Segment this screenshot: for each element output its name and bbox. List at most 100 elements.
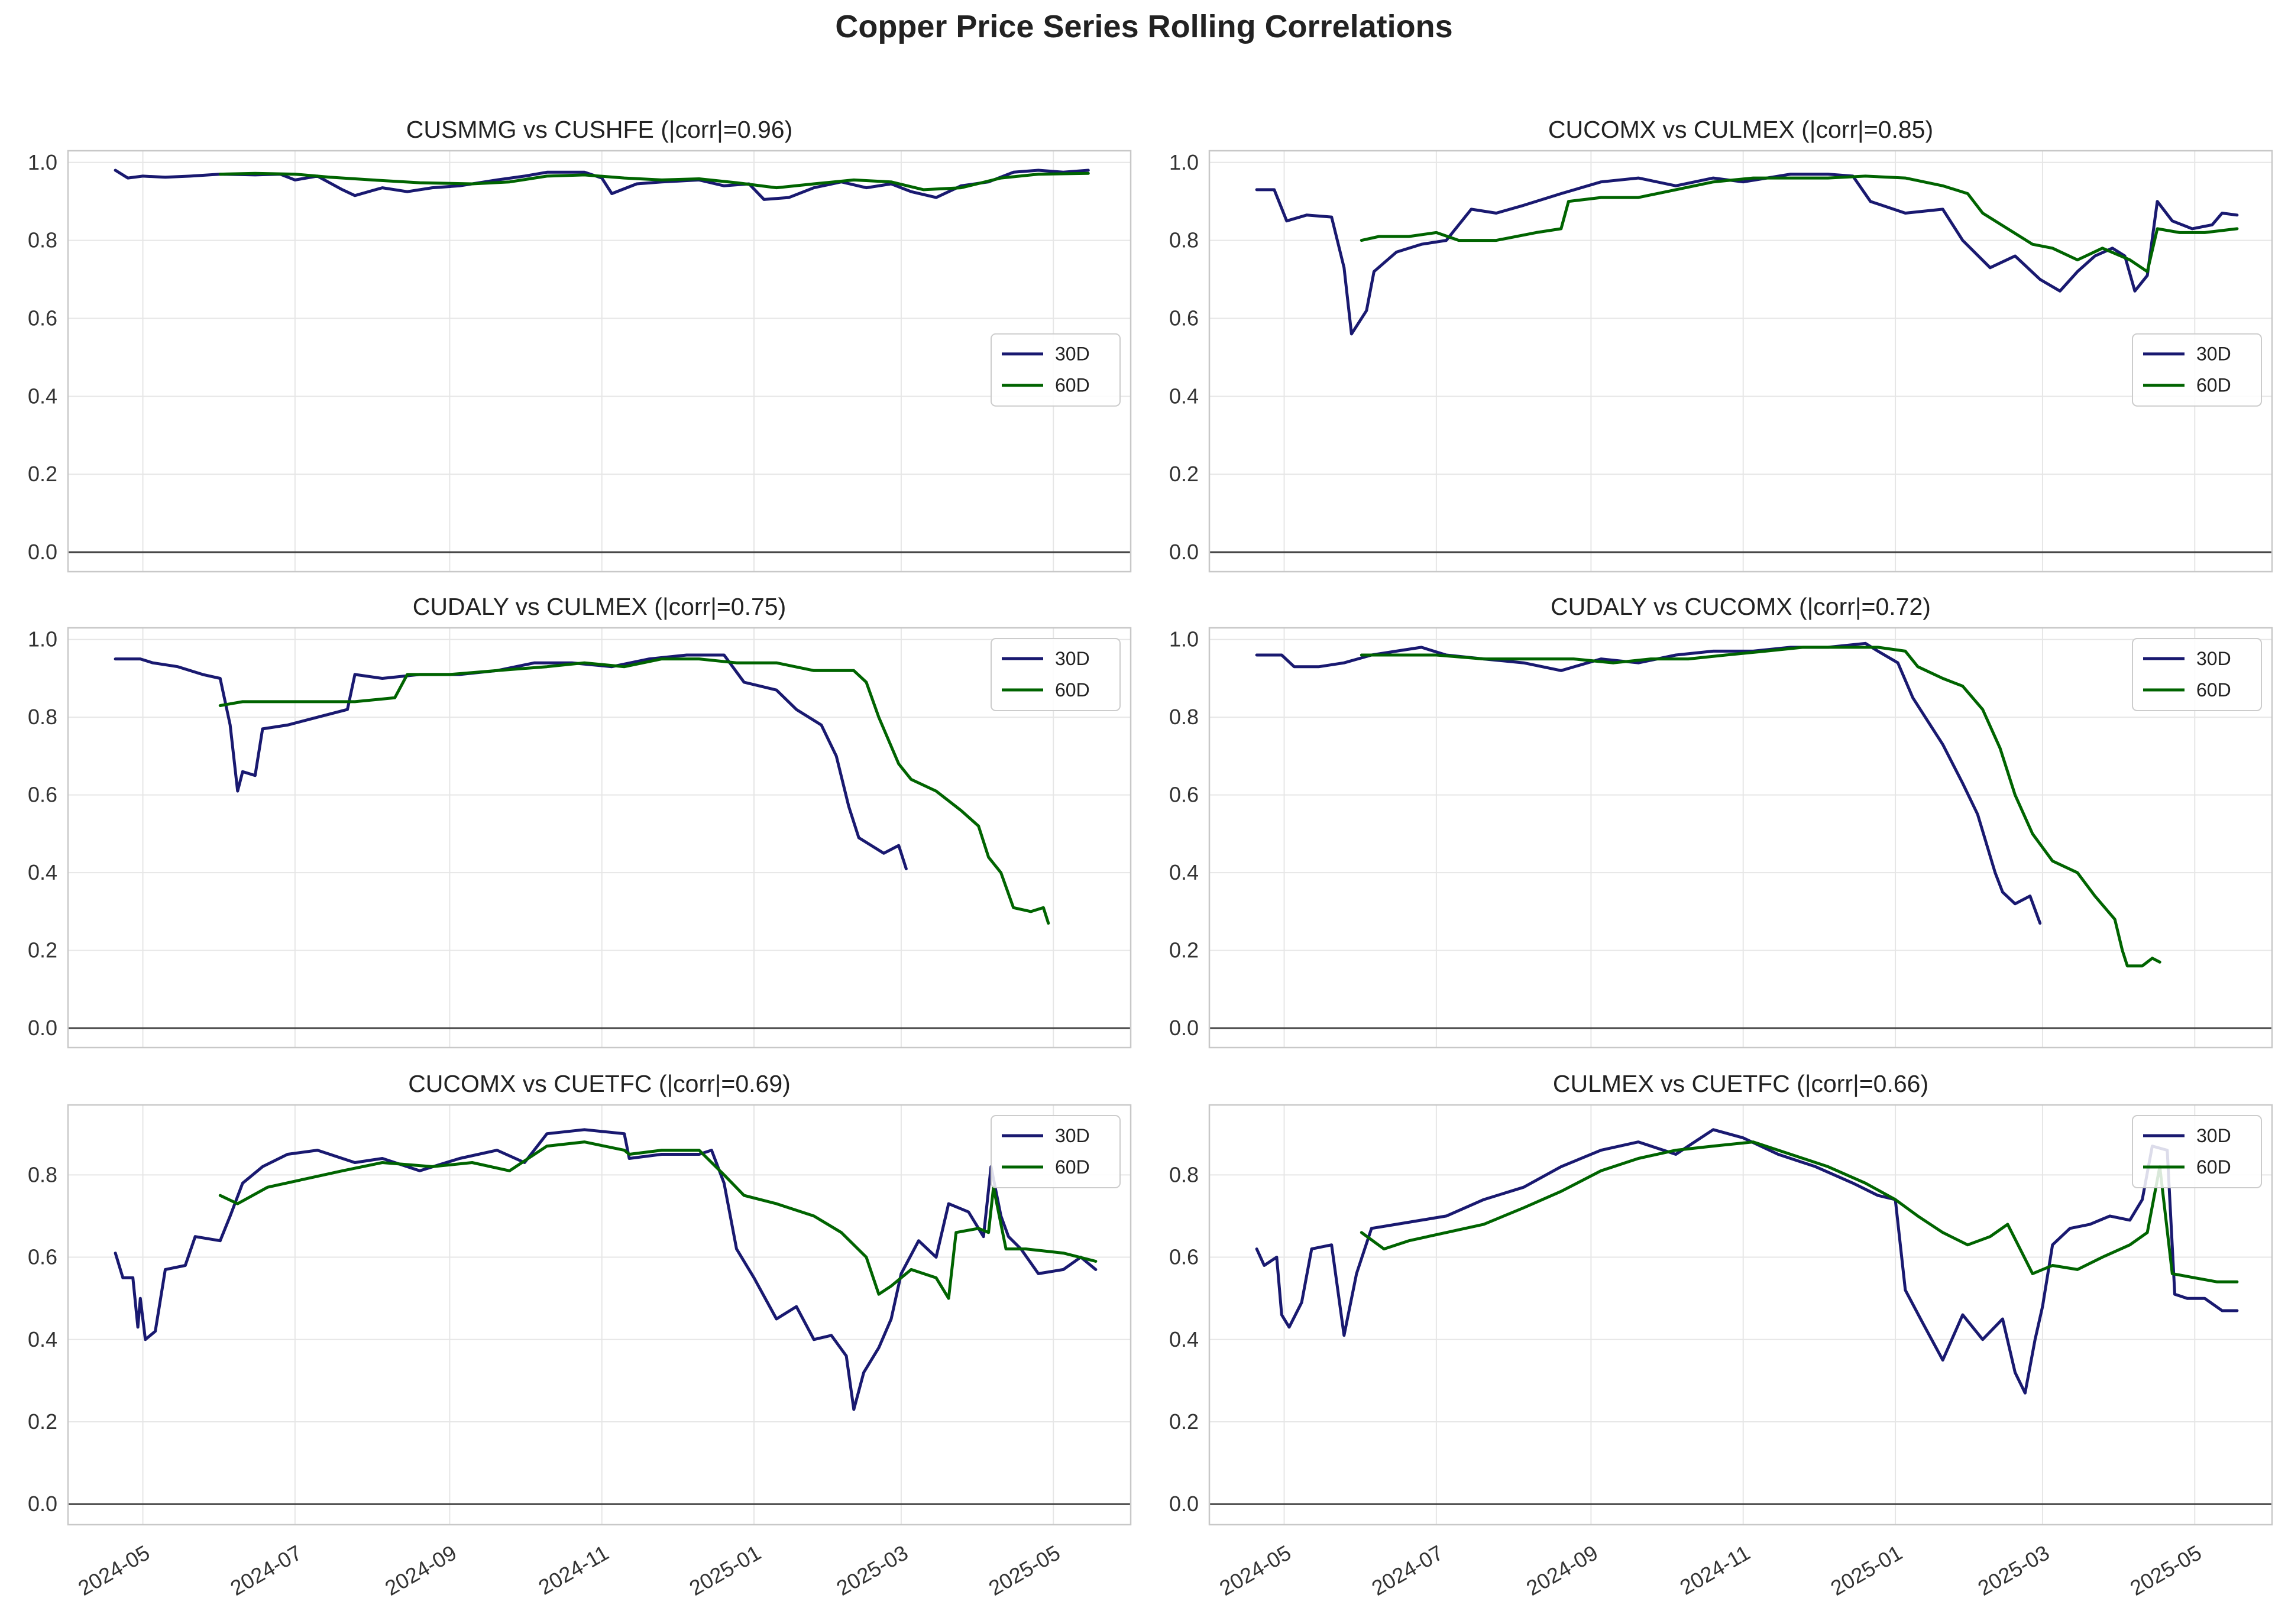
subplot-3: CUDALY vs CULMEX (|corr|=0.75) 0.0 0.2 0.4 0…	[28, 593, 1132, 1049]
y-tick-label: 0.2	[1169, 938, 1199, 962]
subplot-6: CULMEX vs CUETFC (|corr|=0.66) 0.0 0.2 0.4 0…	[1169, 1070, 2273, 1600]
legend-box	[2132, 638, 2262, 711]
subplot-title: CUSMMG vs CUSHFE (|corr|=0.96)	[406, 116, 792, 143]
axes-frame	[67, 1104, 1132, 1526]
series-line-60d	[1360, 174, 2239, 273]
y-tick-label: 0.2	[1169, 462, 1199, 486]
y-tick-label: 0.4	[28, 860, 57, 884]
legend-label-30d: 30D	[2196, 1125, 2231, 1146]
y-tick-label: 0.4	[28, 1327, 57, 1351]
y-tick-label: 0.2	[28, 1409, 57, 1434]
legend-label-30d: 30D	[1055, 648, 1090, 669]
series-line-30d	[114, 653, 908, 871]
y-tick-label: 0.6	[1169, 306, 1199, 330]
subplot-4: CUDALY vs CUCOMX (|corr|=0.72) 0.0 0.2 0.4 0…	[1169, 593, 2273, 1049]
series-line-60d	[218, 1140, 1098, 1300]
y-tick-label: 0.0	[28, 1492, 57, 1516]
legend-label-60d: 60D	[2196, 679, 2231, 701]
y-tick-label: 1.0	[28, 150, 57, 174]
y-tick-label: 0.8	[28, 1162, 57, 1187]
figure-title: Copper Price Series Rolling Correlations	[835, 9, 1453, 44]
series-line-60d	[218, 657, 1050, 925]
x-tick-label: 2024-09	[381, 1540, 461, 1600]
y-tick-label: 0.6	[28, 783, 57, 807]
legend-label-30d: 30D	[1055, 343, 1090, 365]
legend-box	[2132, 333, 2262, 407]
y-tick-label: 0.4	[1169, 860, 1199, 884]
y-tick-label: 0.2	[28, 462, 57, 486]
series-line-30d	[114, 1128, 1098, 1411]
subplot-2: CUCOMX vs CULMEX (|corr|=0.85) 0.0 0.2 0.4 0…	[1169, 116, 2273, 573]
y-tick-label: 0.8	[1169, 1162, 1199, 1187]
y-tick-label: 0.6	[1169, 1245, 1199, 1269]
y-tick-label: 0.4	[28, 384, 57, 408]
legend-box	[991, 333, 1121, 407]
legend-box	[991, 638, 1121, 711]
legend-label-60d: 60D	[1055, 375, 1090, 396]
series-line-30d	[1255, 173, 2239, 336]
y-tick-label: 0.2	[28, 938, 57, 962]
x-tick-label: 2024-11	[1676, 1540, 1755, 1599]
y-tick-label: 0.4	[1169, 1327, 1199, 1351]
y-tick-label: 0.8	[28, 228, 57, 252]
x-tick-label: 2025-03	[1973, 1540, 2053, 1600]
y-tick-label: 1.0	[1169, 150, 1199, 174]
x-tick-label: 2024-07	[1367, 1540, 1447, 1600]
series-line-60d	[1360, 1140, 2239, 1283]
series-line-30d	[1255, 641, 2042, 925]
y-tick-label: 0.0	[1169, 540, 1199, 564]
legend-label-60d: 60D	[2196, 1156, 2231, 1178]
subplot-title: CUDALY vs CULMEX (|corr|=0.75)	[413, 593, 787, 620]
axes-frame	[1208, 1104, 2273, 1526]
subplot-title: CUCOMX vs CUETFC (|corr|=0.69)	[408, 1070, 791, 1097]
y-tick-label: 0.6	[1169, 783, 1199, 807]
x-tick-label: 2024-05	[74, 1540, 154, 1600]
x-tick-label: 2024-09	[1522, 1540, 1602, 1600]
subplot-title: CUCOMX vs CULMEX (|corr|=0.85)	[1548, 116, 1933, 143]
legend-label-30d: 30D	[2196, 648, 2231, 669]
legend-box	[2132, 1115, 2262, 1188]
y-tick-label: 1.0	[1169, 627, 1199, 651]
y-tick-label: 1.0	[28, 627, 57, 651]
series-line-30d	[1255, 1128, 2239, 1395]
subplot-1: CUSMMG vs CUSHFE (|corr|=0.96) 0.0 0.2 0.4 0…	[28, 116, 1132, 573]
x-tick-label: 2025-01	[685, 1540, 765, 1600]
y-tick-label: 0.2	[1169, 1409, 1199, 1434]
y-tick-label: 0.0	[28, 540, 57, 564]
legend-label-30d: 30D	[2196, 343, 2231, 365]
x-tick-label: 2025-05	[985, 1540, 1064, 1600]
x-tick-label: 2025-05	[2126, 1540, 2206, 1600]
x-tick-label: 2024-07	[226, 1540, 306, 1600]
legend-label-60d: 60D	[1055, 1156, 1090, 1178]
x-tick-label: 2025-01	[1827, 1540, 1907, 1600]
y-tick-label: 0.0	[1169, 1016, 1199, 1040]
y-tick-label: 0.8	[28, 705, 57, 729]
x-tick-label: 2025-03	[832, 1540, 912, 1600]
y-tick-label: 0.6	[28, 306, 57, 330]
subplot-5: CUCOMX vs CUETFC (|corr|=0.69) 0.0 0.2 0.4 0…	[28, 1070, 1132, 1600]
axes-frame	[67, 627, 1132, 1049]
legend-label-60d: 60D	[1055, 679, 1090, 701]
y-tick-label: 0.0	[1169, 1492, 1199, 1516]
x-tick-label: 2024-11	[535, 1540, 613, 1599]
y-tick-label: 0.8	[1169, 705, 1199, 729]
y-tick-label: 0.8	[1169, 228, 1199, 252]
series-line-60d	[1360, 646, 2161, 968]
y-tick-label: 0.6	[28, 1245, 57, 1269]
x-tick-label: 2024-05	[1215, 1540, 1295, 1600]
axes-frame	[1208, 150, 2273, 573]
axes-frame	[67, 150, 1132, 573]
subplot-title: CULMEX vs CUETFC (|corr|=0.66)	[1553, 1070, 1928, 1097]
y-tick-label: 0.0	[28, 1016, 57, 1040]
legend-label-30d: 30D	[1055, 1125, 1090, 1146]
axes-frame	[1208, 627, 2273, 1049]
series-line-60d	[218, 171, 1090, 192]
subplot-title: CUDALY vs CUCOMX (|corr|=0.72)	[1551, 593, 1931, 620]
